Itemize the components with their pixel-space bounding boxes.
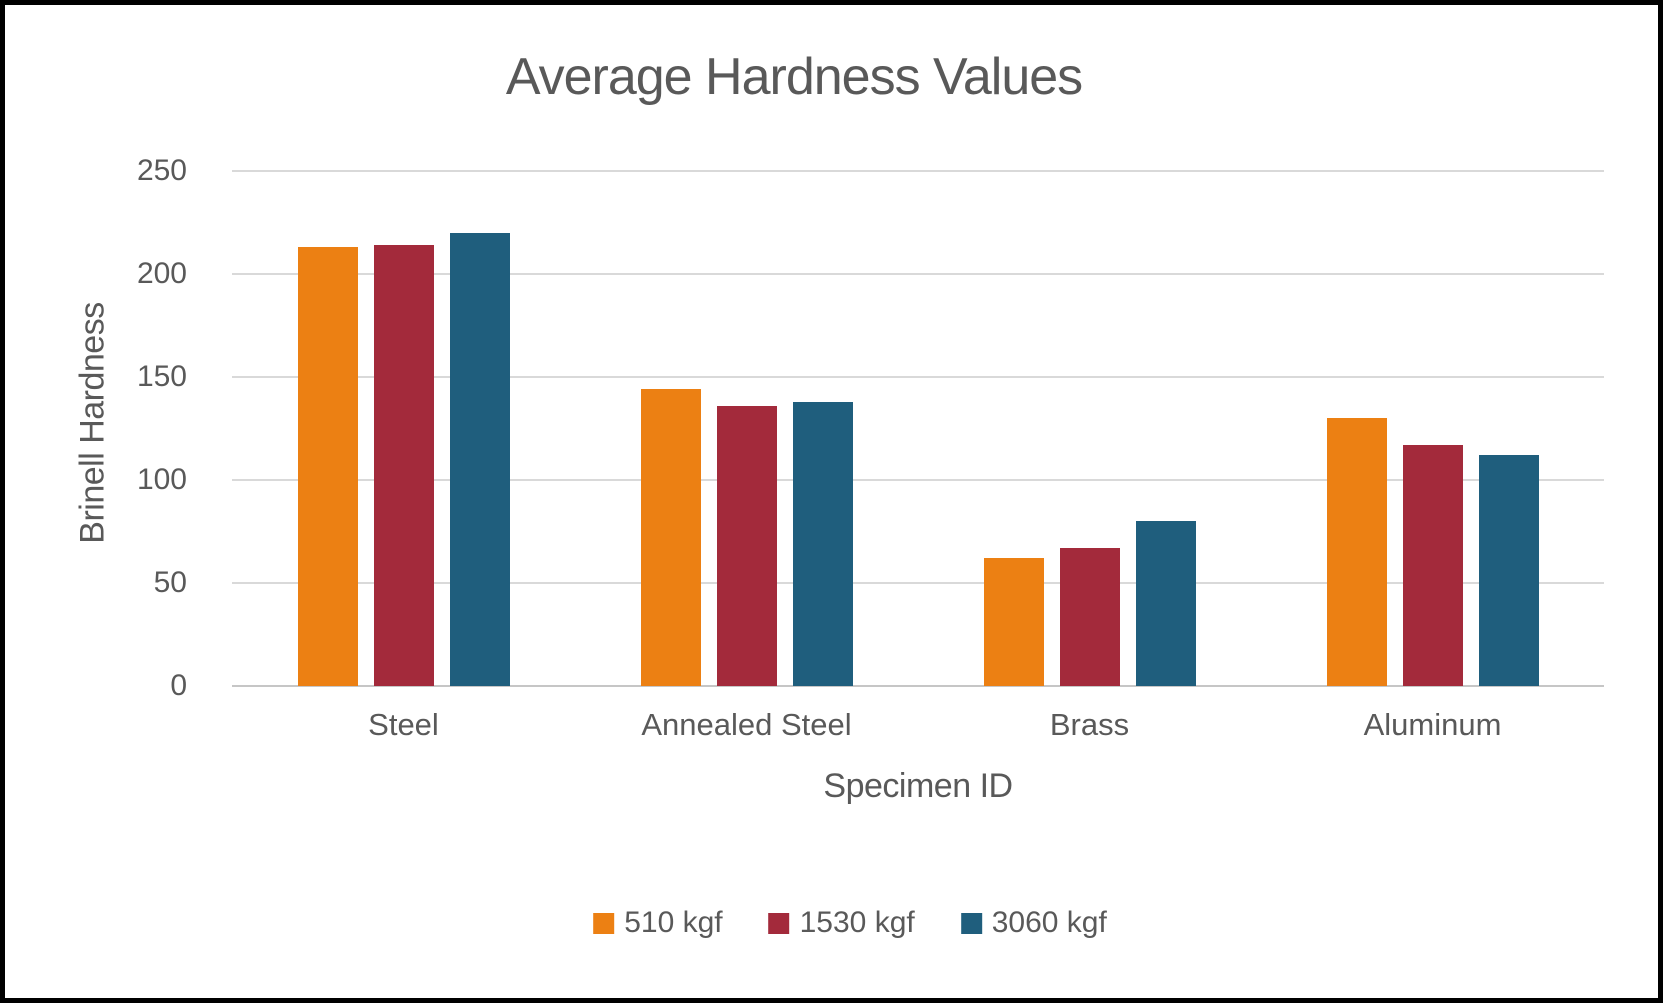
legend-swatch (960, 912, 982, 934)
legend-item-1530-kgf: 1530 kgf (768, 906, 915, 940)
y-axis-title: Brinell Hardness (73, 302, 112, 544)
plot-area (232, 170, 1604, 687)
x-category-label: Annealed Steel (641, 707, 852, 742)
y-tick-label: 0 (170, 669, 187, 702)
y-tick-label: 200 (136, 257, 187, 290)
y-tick-label: 100 (136, 463, 187, 496)
bar-group-brass (918, 171, 1261, 686)
gridline (232, 376, 1604, 378)
bar-510-kgf-steel (297, 247, 358, 686)
bar-3060-kgf-annealed-steel (792, 401, 853, 686)
legend-swatch (593, 912, 615, 934)
legend-item-3060-kgf: 3060 kgf (960, 906, 1107, 940)
bar-510-kgf-annealed-steel (640, 389, 701, 686)
x-category-label: Steel (368, 707, 439, 742)
legend-label: 510 kgf (624, 906, 723, 939)
x-category-label: Brass (1049, 707, 1130, 742)
bar-3060-kgf-steel (449, 232, 510, 686)
bar-1530-kgf-brass (1059, 547, 1120, 686)
y-tick-label: 50 (153, 566, 187, 599)
bar-1530-kgf-steel (373, 245, 434, 686)
bar-1530-kgf-annealed-steel (716, 405, 777, 686)
x-category-label: Aluminum (1363, 707, 1502, 742)
bar-510-kgf-brass (983, 558, 1044, 686)
bar-3060-kgf-brass (1135, 521, 1196, 686)
legend-item-510-kgf: 510 kgf (593, 906, 723, 940)
bar-group-steel (232, 171, 575, 686)
legend: 510 kgf 1530 kgf 3060 kgf (593, 906, 1107, 940)
bar-group-aluminum (1261, 171, 1604, 686)
bar-group-annealed-steel (575, 171, 918, 686)
gridline (232, 582, 1604, 584)
y-tick-label: 150 (136, 360, 187, 393)
bar-510-kgf-aluminum (1326, 418, 1387, 686)
x-axis-title: Specimen ID (823, 767, 1013, 805)
legend-label: 1530 kgf (799, 906, 915, 939)
legend-swatch (768, 912, 790, 934)
legend-label: 3060 kgf (991, 906, 1107, 939)
bar-3060-kgf-aluminum (1478, 455, 1539, 686)
bar-1530-kgf-aluminum (1402, 444, 1463, 686)
chart-title: Average Hardness Values (505, 48, 1083, 106)
y-tick-label: 250 (136, 154, 187, 187)
gridline (232, 170, 1604, 172)
axis-baseline (232, 685, 1604, 687)
gridline (232, 479, 1604, 481)
gridline (232, 273, 1604, 275)
